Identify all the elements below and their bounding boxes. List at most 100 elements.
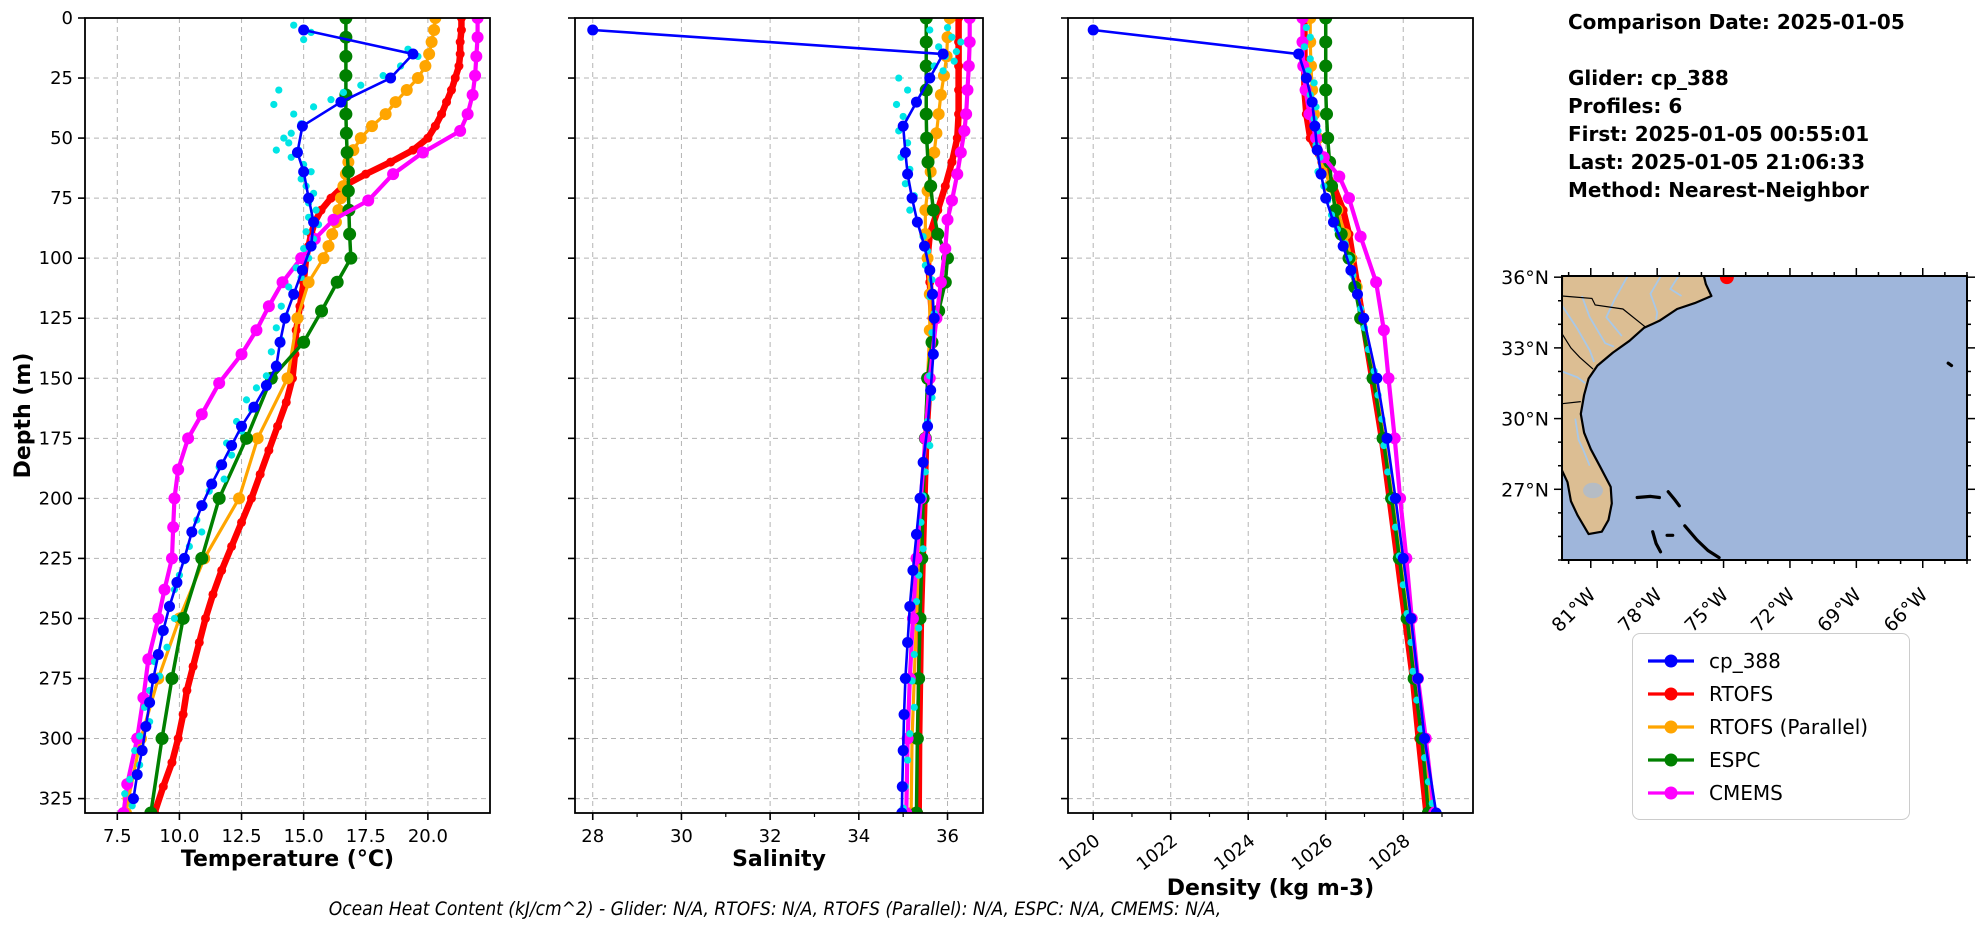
svg-text:78°W: 78°W xyxy=(1614,584,1667,637)
ocean-heat-content-annotation: Ocean Heat Content (kJ/cm^2) - Glider: N… xyxy=(328,898,1222,920)
profile-panel-0: 7.5 10.0 12.5 15.0 17.5 20.0 0 25 50 75 100 125 150 1… xyxy=(39,8,491,872)
svg-text:1022: 1022 xyxy=(1133,830,1182,875)
map-island xyxy=(1946,361,1954,368)
map-ticks xyxy=(1554,268,1975,568)
svg-text:1028: 1028 xyxy=(1365,830,1414,875)
axes-frame xyxy=(1067,17,1474,814)
series-cmems xyxy=(900,18,976,813)
map-river xyxy=(1562,305,1595,363)
series-rtofs xyxy=(150,18,466,813)
map-island xyxy=(1651,530,1663,554)
svg-text:30: 30 xyxy=(670,826,693,847)
legend-item-glider: cp_388 xyxy=(1645,644,1897,677)
profiles-count-text: Profiles: 6 xyxy=(1568,94,1683,118)
svg-text:81°W: 81°W xyxy=(1548,584,1601,637)
comparison-date-text: Comparison Date: 2025-01-05 xyxy=(1568,10,1905,34)
legend-label-glider: cp_388 xyxy=(1709,648,1781,673)
map-state-border xyxy=(1562,401,1581,405)
svg-text:50: 50 xyxy=(50,128,73,149)
legend-item-rtofs-parallel: RTOFS (Parallel) xyxy=(1645,710,1897,743)
svg-text:325: 325 xyxy=(39,789,73,810)
series-espc xyxy=(144,18,358,813)
svg-text:27°N: 27°N xyxy=(1501,479,1549,501)
map-island xyxy=(1635,494,1661,500)
svg-text:75°W: 75°W xyxy=(1680,584,1733,637)
legend-line-marker-icon xyxy=(1648,654,1694,667)
svg-text:125: 125 xyxy=(39,308,73,329)
svg-text:34: 34 xyxy=(847,826,870,847)
map-island xyxy=(1683,524,1721,560)
glider-raw-scatter xyxy=(121,21,422,810)
legend-item-rtofs: RTOFS xyxy=(1645,677,1897,710)
first-profile-time-text: First: 2025-01-05 00:55:01 xyxy=(1568,122,1870,146)
series-cp-388 xyxy=(587,24,949,813)
x-axis: 1020 1022 1024 1026 1028 xyxy=(1055,813,1443,875)
map-lake xyxy=(1583,482,1603,499)
method-text: Method: Nearest-Neighbor xyxy=(1568,178,1869,202)
map-land xyxy=(1562,276,1713,536)
x-axis: 7.5 10.0 12.5 15.0 17.5 20.0 xyxy=(103,813,448,847)
legend-label-espc: ESPC xyxy=(1709,747,1761,772)
map-river xyxy=(1669,276,1682,297)
profile-panel-1: 28 30 32 34 36 Salinity xyxy=(568,17,984,872)
legend: cp_388 RTOFS RTOFS (Parallel) ESPC xyxy=(1632,633,1910,820)
y-axis xyxy=(1061,17,1068,800)
y-axis xyxy=(568,17,575,800)
svg-text:36°N: 36°N xyxy=(1501,267,1549,289)
legend-item-espc: ESPC xyxy=(1645,743,1897,776)
x-axis-label: Density (kg m-3) xyxy=(1167,876,1375,901)
svg-text:1020: 1020 xyxy=(1055,830,1104,875)
legend-label-cmems: CMEMS xyxy=(1709,780,1783,805)
legend-line-marker-icon xyxy=(1648,786,1694,799)
x-axis: 28 30 32 34 36 xyxy=(581,813,959,847)
svg-text:32: 32 xyxy=(759,826,782,847)
svg-text:100: 100 xyxy=(39,248,73,269)
svg-text:1026: 1026 xyxy=(1288,830,1337,875)
comparison-info-panel: Comparison Date: 2025-01-05 Glider: cp_3… xyxy=(1568,8,1905,204)
map-island xyxy=(1666,490,1681,508)
map-river xyxy=(1574,418,1591,467)
legend-line-marker-icon xyxy=(1648,720,1694,733)
last-profile-time-text: Last: 2025-01-05 21:06:33 xyxy=(1568,150,1866,174)
svg-text:36: 36 xyxy=(936,826,959,847)
svg-text:69°W: 69°W xyxy=(1813,584,1866,637)
svg-text:28: 28 xyxy=(581,826,604,847)
axes-frame xyxy=(84,17,491,814)
legend-label-rtofs-parallel: RTOFS (Parallel) xyxy=(1709,714,1869,739)
series-cp-388 xyxy=(127,24,419,805)
svg-text:300: 300 xyxy=(39,729,73,750)
svg-text:30°N: 30°N xyxy=(1501,409,1549,431)
svg-text:10.0: 10.0 xyxy=(159,826,199,847)
svg-text:66°W: 66°W xyxy=(1880,584,1933,637)
legend-line-marker-icon xyxy=(1648,753,1694,766)
glider-location-marker xyxy=(1719,276,1734,285)
legend-line-marker-icon xyxy=(1648,687,1694,700)
series-cmems xyxy=(117,18,484,813)
svg-text:20.0: 20.0 xyxy=(408,826,448,847)
svg-text:12.5: 12.5 xyxy=(221,826,261,847)
svg-text:15.0: 15.0 xyxy=(284,826,324,847)
svg-text:250: 250 xyxy=(39,608,73,629)
map-state-border xyxy=(1562,295,1646,328)
location-map: 81°W 78°W 75°W 72°W 69°W 66°W 36°N 33°N 30°N 27°N xyxy=(1501,267,1975,637)
svg-text:33°N: 33°N xyxy=(1501,338,1549,360)
svg-text:225: 225 xyxy=(39,548,73,569)
map-river xyxy=(1581,295,1615,348)
svg-text:0: 0 xyxy=(62,8,73,29)
svg-text:200: 200 xyxy=(39,488,73,509)
gridlines xyxy=(575,18,983,813)
y-axis: 0 25 50 75 100 125 150 175 200 225 250 275 300 325 xyxy=(39,8,85,810)
y-axis-label: Depth (m) xyxy=(11,353,36,479)
info-spacer xyxy=(1568,36,1905,64)
legend-item-cmems: CMEMS xyxy=(1645,776,1897,809)
svg-text:72°W: 72°W xyxy=(1747,584,1800,637)
map-river xyxy=(1562,370,1586,384)
glider-name-text: Glider: cp_388 xyxy=(1568,66,1729,90)
svg-text:175: 175 xyxy=(39,428,73,449)
x-axis-label: Salinity xyxy=(732,847,826,872)
series-cp-388 xyxy=(1087,24,1442,813)
svg-text:1024: 1024 xyxy=(1210,830,1259,875)
